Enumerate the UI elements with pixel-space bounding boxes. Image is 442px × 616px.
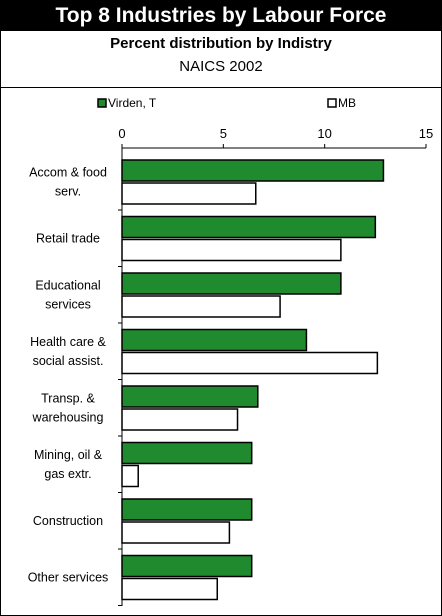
bar-series-1	[121, 215, 377, 239]
category-label: Accom & food	[29, 166, 107, 180]
chart-subtitle: Percent distribution by Indistry	[110, 35, 332, 52]
bar-series-2	[121, 577, 219, 601]
header-divider	[1, 87, 441, 88]
x-tick-label: 0	[118, 126, 125, 141]
category-label: Retail trade	[36, 232, 100, 246]
category-label: Health care &	[30, 335, 106, 349]
category-label: services	[45, 298, 91, 312]
x-tick-label: 10	[317, 126, 331, 141]
x-tick-label: 15	[419, 126, 433, 141]
x-tick-label: 5	[220, 126, 227, 141]
category-label: Educational	[35, 279, 100, 293]
bar-series-1	[121, 385, 259, 408]
category-label: serv.	[55, 185, 81, 199]
bar-series-1	[121, 159, 385, 182]
legend-swatch-series-1	[97, 98, 107, 108]
legend-label-series-2: MB	[338, 96, 356, 110]
chart-subtitle-classification: NAICS 2002	[179, 58, 263, 75]
bar-series-1	[121, 441, 253, 465]
bar-series-2	[121, 295, 281, 318]
bar-series-2	[121, 521, 231, 544]
bar-series-1	[121, 554, 253, 578]
bar-series-2	[121, 408, 239, 431]
category-label: warehousing	[32, 411, 104, 425]
category-label: gas extr.	[44, 467, 91, 481]
bar-series-1	[121, 328, 308, 352]
bar-series-2	[121, 182, 257, 205]
category-label: social assist.	[33, 354, 104, 368]
legend-swatch-series-2	[327, 98, 337, 108]
bar-series-1	[121, 498, 253, 521]
category-label: Other services	[28, 571, 109, 585]
category-label: Construction	[33, 514, 103, 528]
bar-series-2	[121, 238, 342, 262]
bar-series-1	[121, 272, 342, 295]
chart-title: Top 8 Industries by Labour Force	[1, 1, 441, 31]
bar-series-2	[121, 464, 139, 488]
category-label: Transp. &	[41, 392, 95, 406]
category-label: Mining, oil &	[34, 448, 103, 462]
legend-label-series-1: Virden, T	[108, 96, 157, 110]
bar-series-2	[121, 351, 379, 375]
